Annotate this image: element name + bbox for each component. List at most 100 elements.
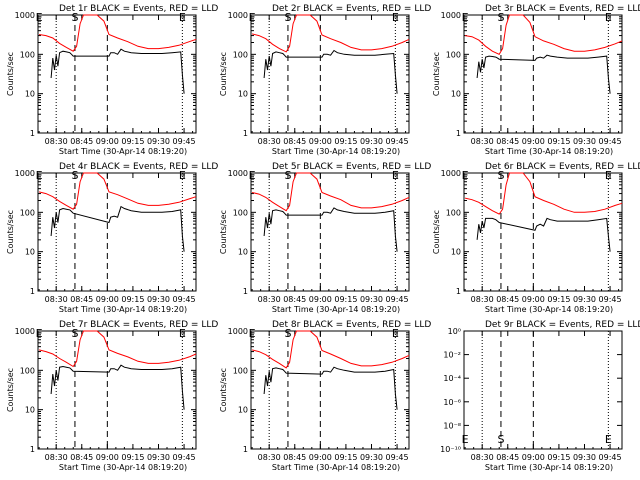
y-tick-label: 100 [233,208,248,217]
series-events-line [50,364,185,410]
end-marker: E [249,169,256,182]
x-tick-label: 08:30 [258,295,281,304]
series-events-line [50,205,185,252]
axes-frame [463,14,623,134]
x-tick-label: 08:45 [496,137,519,146]
panel-title: Det 8r BLACK = Events, RED = LLD [272,320,431,330]
axes-frame [250,172,410,292]
x-tick-label: 09:30 [147,137,170,146]
x-tick-label: 09:00 [522,453,545,462]
y-tick-label: 10⁻⁴ [443,374,461,383]
x-tick-label: 09:30 [360,295,383,304]
y-axis-label: Counts/sec [219,210,228,254]
panel-title: Det 2r BLACK = Events, RED = LLD [272,4,431,14]
y-tick-label: 1000 [441,11,461,20]
y-tick-label: 100 [20,50,35,59]
series-events-line [476,217,611,252]
x-axis-label: Start Time (30-Apr-14 08:19:20) [272,463,400,472]
x-axis-label: Start Time (30-Apr-14 08:19:20) [272,147,400,156]
axes-frame [37,172,197,292]
y-tick-label: 1000 [441,169,461,178]
y-tick-label: 10 [238,90,248,99]
x-tick-label: 08:45 [70,295,93,304]
x-tick-label: 09:45 [386,453,409,462]
x-tick-label: 09:45 [599,295,622,304]
start-marker: S [71,11,78,24]
start-marker: S [284,169,291,182]
y-tick-label: 1 [30,129,35,138]
axes-frame [37,330,197,450]
x-tick-label: 09:15 [334,295,357,304]
panel-det-2: Det 2r BLACK = Events, RED = LLD 1 10 100 10… [219,4,431,156]
x-tick-label: 09:15 [334,137,357,146]
x-tick-label: 08:30 [471,137,494,146]
y-tick-label: 1000 [15,327,35,336]
y-tick-label: 100 [20,366,35,375]
x-tick-label: 08:45 [283,295,306,304]
end-marker: E [462,11,469,24]
x-axis-label: Start Time (30-Apr-14 08:19:20) [485,305,613,314]
x-tick-label: 09:00 [309,137,332,146]
y-tick-label: 1 [456,129,461,138]
y-tick-label: 10 [25,248,35,257]
x-axis-label: Start Time (30-Apr-14 08:19:20) [485,147,613,156]
y-tick-label: 100 [446,208,461,217]
series-events-line [263,49,398,94]
x-tick-label: 08:30 [471,295,494,304]
series-lld-line [38,172,197,210]
y-tick-label: 1 [243,445,248,454]
panel-det-4: Det 4r BLACK = Events, RED = LLD 1 10 100 10… [6,162,218,314]
end-marker: E [605,11,612,24]
x-tick-label: 09:30 [147,295,170,304]
y-tick-label: 10 [451,90,461,99]
y-tick-label: 1 [30,445,35,454]
x-tick-label: 08:45 [496,295,519,304]
x-axis-label: Start Time (30-Apr-14 08:19:20) [485,463,613,472]
x-tick-label: 09:30 [147,453,170,462]
y-tick-label: 1000 [228,327,248,336]
x-tick-label: 08:45 [70,453,93,462]
x-tick-label: 08:30 [45,137,68,146]
start-marker: S [497,433,504,446]
axes-frame [250,14,410,134]
x-tick-label: 09:00 [522,295,545,304]
y-axis-label: Counts/sec [219,52,228,96]
y-tick-label: 10 [238,406,248,415]
x-tick-label: 09:30 [573,453,596,462]
axes-frame [463,330,623,450]
y-axis-label: Counts/sec [432,52,441,96]
panel-det-3: Det 3r BLACK = Events, RED = LLD 1 10 100 10… [432,4,640,156]
end-marker: E [36,169,43,182]
end-marker: E [392,327,399,340]
end-marker: E [462,169,469,182]
panel-det-9: Det 9r BLACK = Events, RED = LLD 10⁻¹⁰ 10⁻… [440,320,640,472]
y-tick-label: 1 [243,287,248,296]
y-tick-label: 10⁻² [443,351,461,360]
x-tick-label: 09:30 [360,453,383,462]
y-axis-label: Counts/sec [219,368,228,412]
x-tick-label: 09:15 [121,137,144,146]
end-marker: E [605,169,612,182]
x-tick-label: 08:30 [471,453,494,462]
x-tick-label: 08:45 [70,137,93,146]
panel-title: Det 1r BLACK = Events, RED = LLD [59,4,218,14]
panel-title: Det 5r BLACK = Events, RED = LLD [272,162,431,172]
y-tick-label: 100 [20,208,35,217]
y-axis-label: Counts/sec [6,52,15,96]
x-tick-label: 09:45 [386,295,409,304]
x-tick-label: 09:45 [599,137,622,146]
axes-frame [463,172,623,292]
x-tick-label: 09:45 [386,137,409,146]
x-tick-label: 09:30 [573,137,596,146]
y-tick-label: 1000 [15,11,35,20]
start-marker: S [71,169,78,182]
series-events-line [476,54,611,94]
start-marker: S [71,327,78,340]
end-marker: E [179,327,186,340]
y-tick-label: 100 [233,50,248,59]
x-tick-label: 09:00 [522,137,545,146]
end-marker: E [392,169,399,182]
series-lld-line [464,172,623,215]
end-marker: E [179,169,186,182]
series-events-line [263,207,398,252]
